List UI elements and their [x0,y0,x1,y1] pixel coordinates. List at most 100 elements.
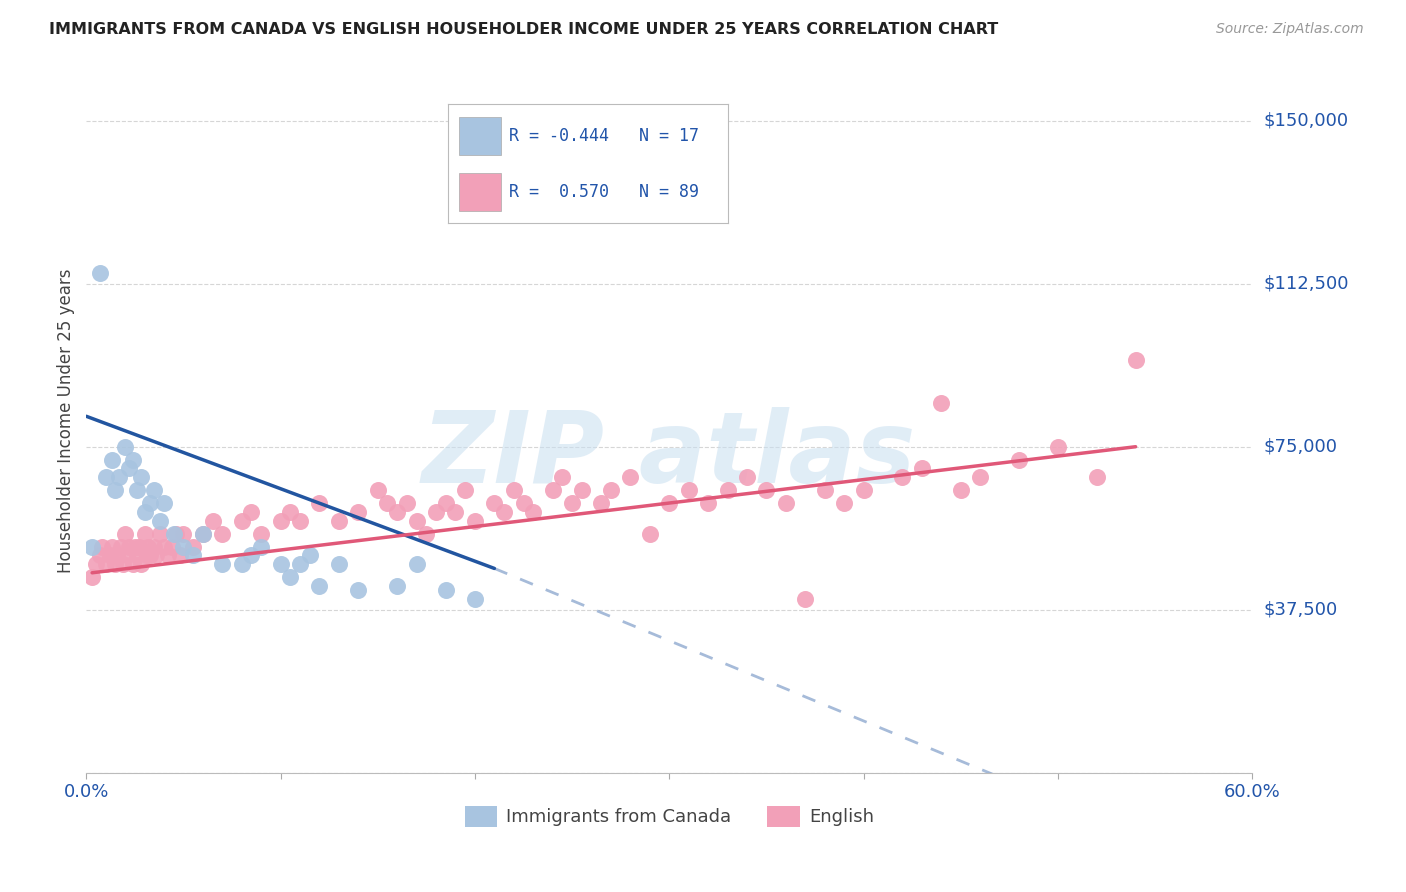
Point [143,540,166,554]
Point [1008,452,1031,467]
Point [115,549,138,563]
Point [716,483,738,498]
Point [122,557,145,571]
Point [139,549,162,563]
Point [122,452,145,467]
Point [100,540,122,554]
Point [308,496,330,510]
Point [129,470,152,484]
Point [658,496,681,510]
Point [104,557,127,571]
Point [1125,352,1147,367]
Point [444,505,467,519]
Point [129,557,152,571]
Point [464,514,486,528]
Text: ZIP atlas: ZIP atlas [422,408,917,504]
Point [98,549,121,563]
Point [969,470,991,484]
Point [464,591,486,606]
Point [891,470,914,484]
Point [638,526,661,541]
Point [367,483,389,498]
Point [832,496,855,510]
Point [134,505,156,519]
Point [90,540,112,554]
Point [949,483,972,498]
Point [138,540,160,554]
Point [149,526,172,541]
Point [434,496,457,510]
Point [128,540,150,554]
Point [149,514,172,528]
Point [172,540,194,554]
Point [288,514,311,528]
Point [1085,470,1108,484]
Point [425,505,447,519]
Text: $37,500: $37,500 [1264,600,1337,619]
Text: $112,500: $112,500 [1264,275,1348,293]
Point [494,505,516,519]
Point [82,570,104,584]
Point [153,496,176,510]
Point [387,579,409,593]
Point [541,483,564,498]
Point [512,496,534,510]
Point [114,526,136,541]
Point [288,557,311,571]
Point [395,496,418,510]
Point [434,583,457,598]
Point [347,505,370,519]
Point [181,540,204,554]
Point [82,540,104,554]
Point [377,496,399,510]
Point [571,483,593,498]
Point [328,557,350,571]
Point [211,557,233,571]
Point [278,505,301,519]
Point [591,496,613,510]
Point [298,549,321,563]
Point [118,461,141,475]
Point [240,505,263,519]
Point [270,514,292,528]
Point [1046,440,1069,454]
Point [89,266,111,280]
Text: $75,000: $75,000 [1264,438,1337,456]
Point [697,496,720,510]
Point [201,514,224,528]
Point [415,526,437,541]
Point [794,591,817,606]
Point [105,549,128,563]
Point [163,526,186,541]
Point [551,470,574,484]
Point [108,470,131,484]
Point [270,557,292,571]
Point [278,570,301,584]
Point [250,540,273,554]
Text: Source: ZipAtlas.com: Source: ZipAtlas.com [1216,22,1364,37]
Point [775,496,797,510]
Point [124,540,146,554]
Point [678,483,700,498]
Point [125,483,148,498]
Point [929,396,952,410]
Point [211,526,233,541]
Point [755,483,778,498]
Point [143,483,166,498]
Point [94,557,117,571]
Point [134,526,156,541]
Point [172,526,194,541]
Point [600,483,623,498]
Point [405,557,427,571]
Point [125,549,148,563]
Point [139,496,162,510]
Point [135,549,157,563]
Point [118,540,141,554]
Text: IMMIGRANTS FROM CANADA VS ENGLISH HOUSEHOLDER INCOME UNDER 25 YEARS CORRELATION : IMMIGRANTS FROM CANADA VS ENGLISH HOUSEH… [49,22,998,37]
Point [308,579,330,593]
Point [231,514,253,528]
Point [231,557,253,571]
Legend: Immigrants from Canada, English: Immigrants from Canada, English [457,799,882,834]
Point [145,549,167,563]
Point [328,514,350,528]
